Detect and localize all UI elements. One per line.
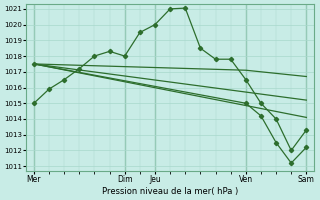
X-axis label: Pression niveau de la mer( hPa ): Pression niveau de la mer( hPa ) xyxy=(102,187,238,196)
